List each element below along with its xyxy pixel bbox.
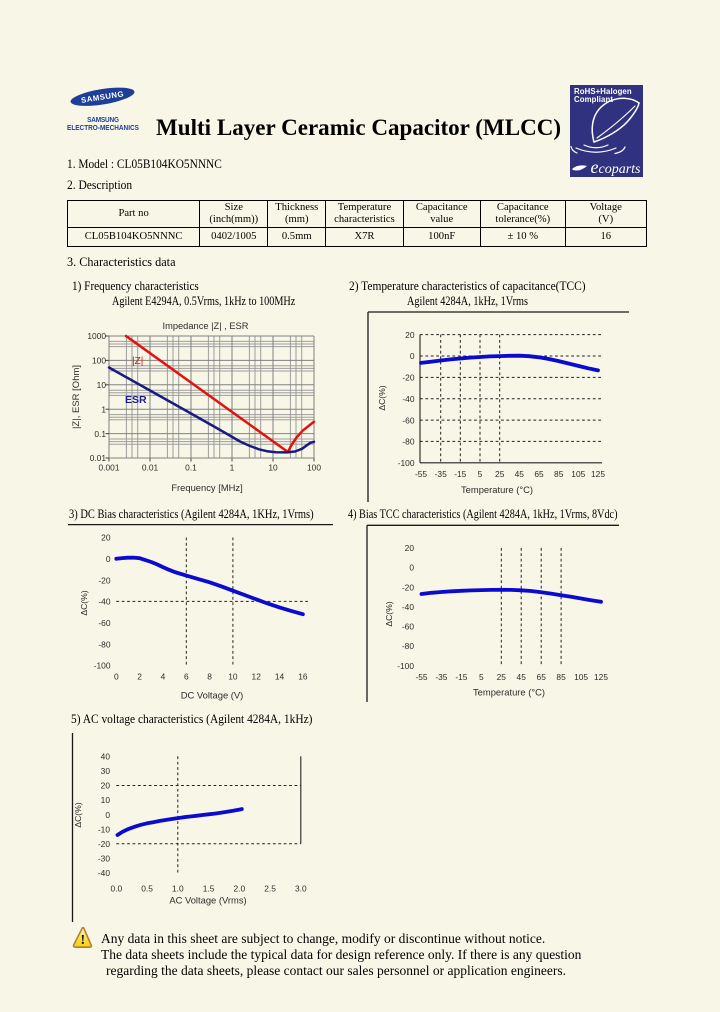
svg-text:65: 65 — [537, 672, 547, 682]
svg-text:-100: -100 — [397, 661, 414, 671]
svg-text:0.001: 0.001 — [99, 463, 120, 473]
svg-text:12: 12 — [252, 672, 262, 682]
svg-text:DC Voltage (V): DC Voltage (V) — [181, 690, 244, 701]
svg-text:20: 20 — [405, 330, 415, 340]
svg-text:Temperature (°C): Temperature (°C) — [461, 484, 533, 495]
svg-text:-80: -80 — [98, 639, 110, 649]
svg-text:-55: -55 — [415, 672, 427, 682]
svg-text:85: 85 — [554, 469, 564, 479]
svg-text:3.0: 3.0 — [295, 884, 307, 894]
svg-text:0: 0 — [106, 554, 111, 564]
svg-text:-60: -60 — [98, 618, 110, 628]
svg-text:Impedance |Z| , ESR: Impedance |Z| , ESR — [163, 321, 249, 331]
svg-text:!: ! — [80, 933, 85, 948]
svg-text:2.0: 2.0 — [233, 884, 245, 894]
svg-text:100: 100 — [92, 356, 106, 366]
svg-text:20: 20 — [405, 543, 415, 553]
svg-text:-15: -15 — [455, 672, 467, 682]
svg-text:-40: -40 — [402, 602, 414, 612]
svg-text:0.1: 0.1 — [94, 429, 106, 439]
svg-text:-40: -40 — [98, 868, 110, 878]
svg-text:-30: -30 — [98, 854, 110, 864]
svg-text:-20: -20 — [98, 839, 110, 849]
svg-text:|Z|, ESR [Ohm]: |Z|, ESR [Ohm] — [71, 365, 82, 429]
svg-text:2.5: 2.5 — [264, 884, 276, 894]
svg-text:20: 20 — [101, 533, 111, 543]
svg-text:5: 5 — [479, 672, 484, 682]
svg-text:1: 1 — [101, 404, 106, 414]
svg-text:ΔC(%): ΔC(%) — [73, 802, 83, 827]
svg-text:-100: -100 — [94, 661, 111, 671]
svg-text:-20: -20 — [402, 582, 414, 592]
svg-text:0.01: 0.01 — [90, 453, 107, 463]
svg-text:-55: -55 — [415, 469, 427, 479]
svg-text:-80: -80 — [402, 437, 414, 447]
svg-text:0: 0 — [114, 672, 119, 682]
svg-text:0.01: 0.01 — [142, 463, 159, 473]
svg-text:45: 45 — [515, 469, 525, 479]
svg-text:-80: -80 — [402, 641, 414, 651]
svg-text:45: 45 — [517, 672, 527, 682]
svg-text:40: 40 — [101, 752, 111, 762]
svg-text:1: 1 — [230, 463, 235, 473]
svg-text:105: 105 — [574, 672, 588, 682]
svg-text:4: 4 — [161, 672, 166, 682]
svg-text:16: 16 — [298, 672, 308, 682]
svg-text:10: 10 — [268, 463, 278, 473]
svg-text:6: 6 — [184, 672, 189, 682]
svg-text:ESR: ESR — [125, 394, 147, 406]
svg-text:10: 10 — [101, 795, 111, 805]
svg-text:-20: -20 — [98, 575, 110, 585]
svg-text:-40: -40 — [402, 394, 414, 404]
svg-text:-60: -60 — [402, 622, 414, 632]
svg-text:-10: -10 — [98, 824, 110, 834]
svg-text:0.0: 0.0 — [110, 884, 122, 894]
svg-text:ΔC(%): ΔC(%) — [384, 601, 394, 626]
svg-text:125: 125 — [594, 672, 608, 682]
svg-text:105: 105 — [571, 469, 585, 479]
svg-text:-100: -100 — [398, 458, 415, 468]
svg-text:-20: -20 — [402, 373, 414, 383]
svg-text:1.5: 1.5 — [203, 884, 215, 894]
svg-text:25: 25 — [495, 469, 505, 479]
svg-text:125: 125 — [591, 469, 605, 479]
svg-text:ΔC(%): ΔC(%) — [377, 385, 387, 410]
svg-text:0: 0 — [409, 563, 414, 573]
svg-text:10: 10 — [97, 380, 107, 390]
svg-text:AC Voltage (Vrms): AC Voltage (Vrms) — [169, 895, 246, 906]
svg-text:85: 85 — [556, 672, 566, 682]
svg-text:|Z|: |Z| — [132, 356, 143, 367]
svg-text:Temperature (°C): Temperature (°C) — [473, 687, 545, 698]
svg-text:0.1: 0.1 — [185, 463, 197, 473]
svg-text:1.0: 1.0 — [172, 884, 184, 894]
svg-text:2: 2 — [137, 672, 142, 682]
svg-text:5: 5 — [478, 469, 483, 479]
svg-text:10: 10 — [228, 672, 238, 682]
svg-text:-40: -40 — [98, 597, 110, 607]
svg-text:20: 20 — [101, 781, 111, 791]
svg-text:1000: 1000 — [87, 331, 106, 341]
svg-text:0: 0 — [105, 810, 110, 820]
svg-text:-15: -15 — [454, 469, 466, 479]
svg-text:14: 14 — [275, 672, 285, 682]
svg-text:-35: -35 — [435, 469, 447, 479]
svg-text:0.5: 0.5 — [141, 884, 153, 894]
svg-text:-35: -35 — [435, 672, 447, 682]
svg-text:30: 30 — [101, 766, 111, 776]
svg-text:Frequency [MHz]: Frequency [MHz] — [171, 482, 242, 493]
svg-text:25: 25 — [497, 672, 507, 682]
svg-text:ΔC(%): ΔC(%) — [79, 590, 89, 615]
svg-text:8: 8 — [207, 672, 212, 682]
svg-text:100: 100 — [307, 463, 321, 473]
svg-text:-60: -60 — [402, 415, 414, 425]
svg-text:0: 0 — [410, 351, 415, 361]
svg-text:65: 65 — [534, 469, 544, 479]
